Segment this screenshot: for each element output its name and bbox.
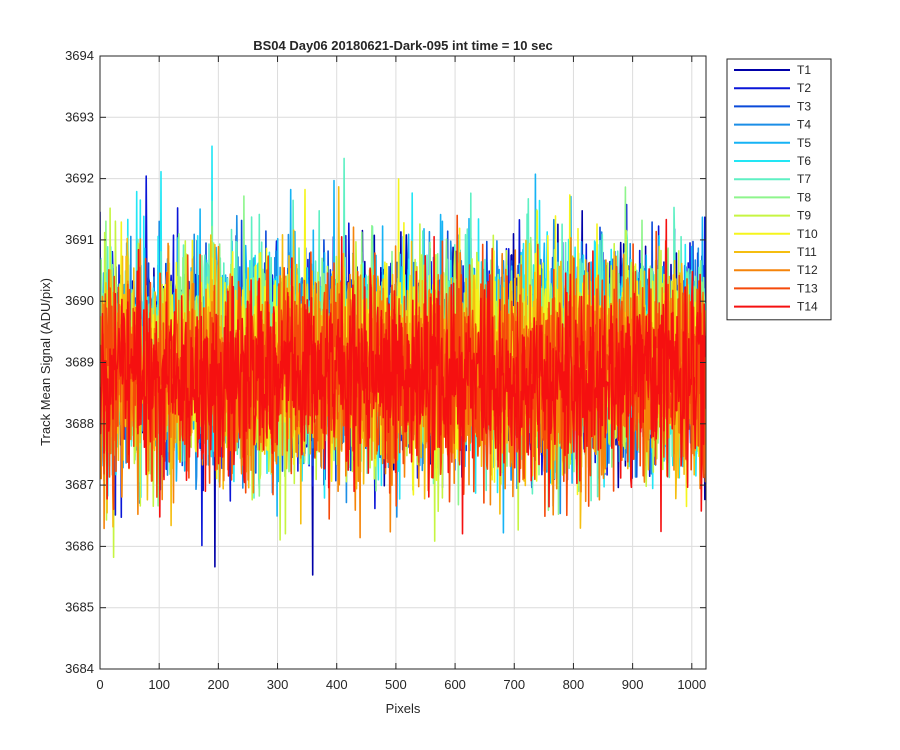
series-line-T14: [100, 218, 706, 535]
y-axis: 3684 3685 3686 3687 3688 3689 3690 3691 3692 3693…: [65, 48, 706, 676]
y-tick-label: 3685: [65, 600, 94, 615]
x-tick-label: 600: [444, 677, 466, 692]
x-tick-label: 700: [503, 677, 525, 692]
legend-entry: T1: [797, 63, 811, 77]
y-tick-label: 3688: [65, 416, 94, 431]
y-tick-label: 3692: [65, 171, 94, 186]
y-tick-label: 3686: [65, 538, 94, 553]
legend-entry: T10: [797, 227, 818, 241]
legend-entry: T6: [797, 154, 811, 168]
x-axis-label: Pixels: [386, 701, 421, 716]
y-tick-label: 3691: [65, 232, 94, 247]
x-tick-label: 900: [622, 677, 644, 692]
y-tick-label: 3694: [65, 48, 94, 63]
x-tick-label: 400: [326, 677, 348, 692]
y-tick-label: 3684: [65, 661, 94, 676]
y-tick-label: 3693: [65, 109, 94, 124]
y-tick-label: 3687: [65, 477, 94, 492]
x-axis: 0 100 200 300 400 500 600 700 800 900 1000: [96, 56, 706, 692]
series-layer: [100, 145, 706, 576]
legend-entry: T11: [797, 245, 817, 259]
legend-box: [726, 58, 832, 321]
x-tick-label: 200: [208, 677, 230, 692]
y-axis-label: Track Mean Signal (ADU/pix): [38, 278, 53, 446]
legend-entry: T2: [797, 81, 811, 95]
y-tick-label: 3689: [65, 355, 94, 370]
legend-entry: T5: [797, 136, 811, 150]
legend-entry: T3: [797, 99, 811, 113]
x-tick-label: 1000: [677, 677, 706, 692]
legend-entry: T4: [797, 118, 811, 132]
x-tick-label: 800: [563, 677, 585, 692]
legend-entry: T12: [797, 263, 818, 277]
legend: T1 T2 T3 T4 T5 T6 T7 T8 T9 T10 T11 T12 T13 T14: [726, 58, 832, 321]
legend-entry: T9: [797, 209, 811, 223]
legend-entry: T13: [797, 281, 818, 295]
chart-title: BS04 Day06 20180621-Dark-095 int time = …: [253, 38, 553, 53]
legend-entry: T7: [797, 172, 811, 186]
x-tick-label: 100: [148, 677, 170, 692]
legend-entry: T14: [797, 300, 818, 314]
x-tick-label: 300: [267, 677, 289, 692]
legend-entry: T8: [797, 190, 811, 204]
y-tick-label: 3690: [65, 293, 94, 308]
x-tick-label: 500: [385, 677, 407, 692]
x-tick-label: 0: [96, 677, 103, 692]
